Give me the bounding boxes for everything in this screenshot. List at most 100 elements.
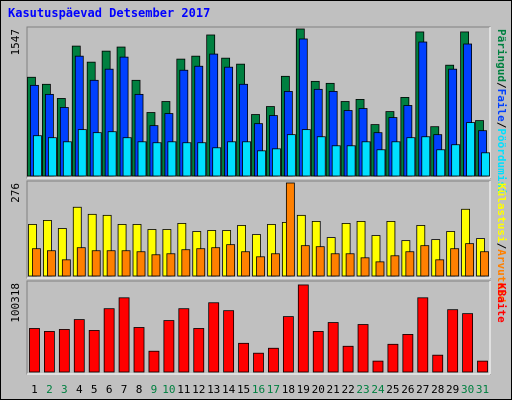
bar	[285, 182, 295, 277]
bar	[238, 342, 249, 373]
bar	[346, 145, 356, 177]
x-tick-label: 8	[136, 383, 143, 396]
x-tick-label: 29	[446, 383, 459, 396]
bar	[133, 327, 145, 373]
bar	[226, 244, 236, 277]
bar	[481, 152, 490, 177]
bar	[312, 331, 324, 373]
bar	[466, 122, 475, 177]
x-tick-label: 16	[252, 383, 265, 396]
x-tick-label: 31	[476, 383, 489, 396]
bar	[148, 350, 160, 373]
legend-entry: Külastusi	[495, 183, 508, 243]
bar	[286, 134, 296, 177]
legend: KBaite	[495, 283, 508, 323]
x-tick-label: 18	[282, 383, 295, 396]
x-tick-label: 6	[106, 383, 113, 396]
bar	[387, 343, 399, 373]
bar	[272, 148, 281, 177]
bar	[32, 248, 41, 277]
y-tick-label: 276	[9, 183, 22, 203]
bar	[315, 246, 325, 277]
x-tick-label: 24	[371, 383, 385, 396]
y-tick-label: 100318	[9, 283, 22, 323]
legend: Päringud/Faile/Pöördumisi	[495, 29, 508, 195]
bar	[77, 129, 87, 177]
chart-title: Kasutuspäevad Detsember 2017	[8, 6, 210, 20]
bar	[122, 137, 132, 177]
bar	[197, 142, 207, 177]
bar	[435, 259, 445, 277]
bar	[152, 142, 162, 177]
legend-entry: Päringud	[495, 29, 508, 82]
x-tick-label: 1	[31, 383, 38, 396]
x-tick-label: 4	[76, 383, 83, 396]
x-tick-label: 2	[46, 383, 53, 396]
x-tick-label: 27	[416, 383, 429, 396]
bar	[372, 360, 384, 373]
bar	[91, 250, 101, 277]
legend-separator: /	[495, 122, 508, 129]
x-tick-label: 9	[151, 383, 158, 396]
x-tick-label: 23	[356, 383, 369, 396]
bar	[257, 150, 266, 177]
x-tick-label: 7	[121, 383, 128, 396]
bar	[61, 259, 71, 277]
bar	[227, 141, 237, 177]
bar	[376, 149, 386, 177]
bar	[136, 251, 146, 277]
bar	[300, 245, 310, 277]
bar	[76, 247, 86, 277]
bar	[29, 328, 40, 373]
x-tick-label: 15	[237, 383, 250, 396]
bar	[405, 251, 415, 277]
bar	[44, 331, 55, 373]
legend-entry: Pöördumisi	[495, 128, 508, 195]
bar	[465, 243, 474, 277]
bar	[211, 247, 221, 277]
x-tick-label: 30	[461, 383, 474, 396]
bar	[421, 136, 431, 177]
bar	[178, 308, 190, 373]
bar	[420, 245, 430, 277]
legend-entry: KBaite	[495, 283, 508, 323]
x-tick-label: 14	[222, 383, 236, 396]
bar	[166, 253, 176, 277]
bar	[253, 352, 264, 373]
bar	[196, 248, 206, 277]
bar	[432, 354, 444, 373]
bar	[357, 324, 369, 373]
bar	[330, 253, 340, 277]
x-tick-label: 10	[162, 383, 175, 396]
bar	[301, 129, 311, 177]
bar	[208, 302, 220, 373]
x-tick-label: 3	[61, 383, 68, 396]
bar	[316, 136, 326, 177]
bar	[417, 297, 429, 373]
bar	[163, 320, 175, 373]
legend-entry: Faile	[495, 89, 508, 122]
legend-entry: Arvuteid	[495, 249, 508, 302]
legend-separator: /	[495, 82, 508, 89]
legend-separator: /	[495, 243, 508, 250]
bar	[88, 330, 100, 373]
bar	[282, 316, 294, 373]
bar	[107, 131, 117, 177]
x-tick-label: 17	[267, 383, 280, 396]
y-tick-label: 1547	[9, 29, 22, 56]
bar	[345, 253, 355, 277]
bar	[297, 284, 309, 373]
x-tick-label: 25	[386, 383, 399, 396]
bar	[256, 256, 265, 277]
x-tick-label: 28	[431, 383, 444, 396]
bar	[121, 250, 131, 277]
bar	[103, 308, 115, 373]
bar	[47, 250, 56, 277]
bar	[390, 255, 400, 277]
x-tick-label: 19	[297, 383, 310, 396]
bar	[58, 329, 70, 373]
bar	[360, 257, 370, 277]
x-tick-label: 26	[401, 383, 414, 396]
bar	[447, 309, 459, 373]
